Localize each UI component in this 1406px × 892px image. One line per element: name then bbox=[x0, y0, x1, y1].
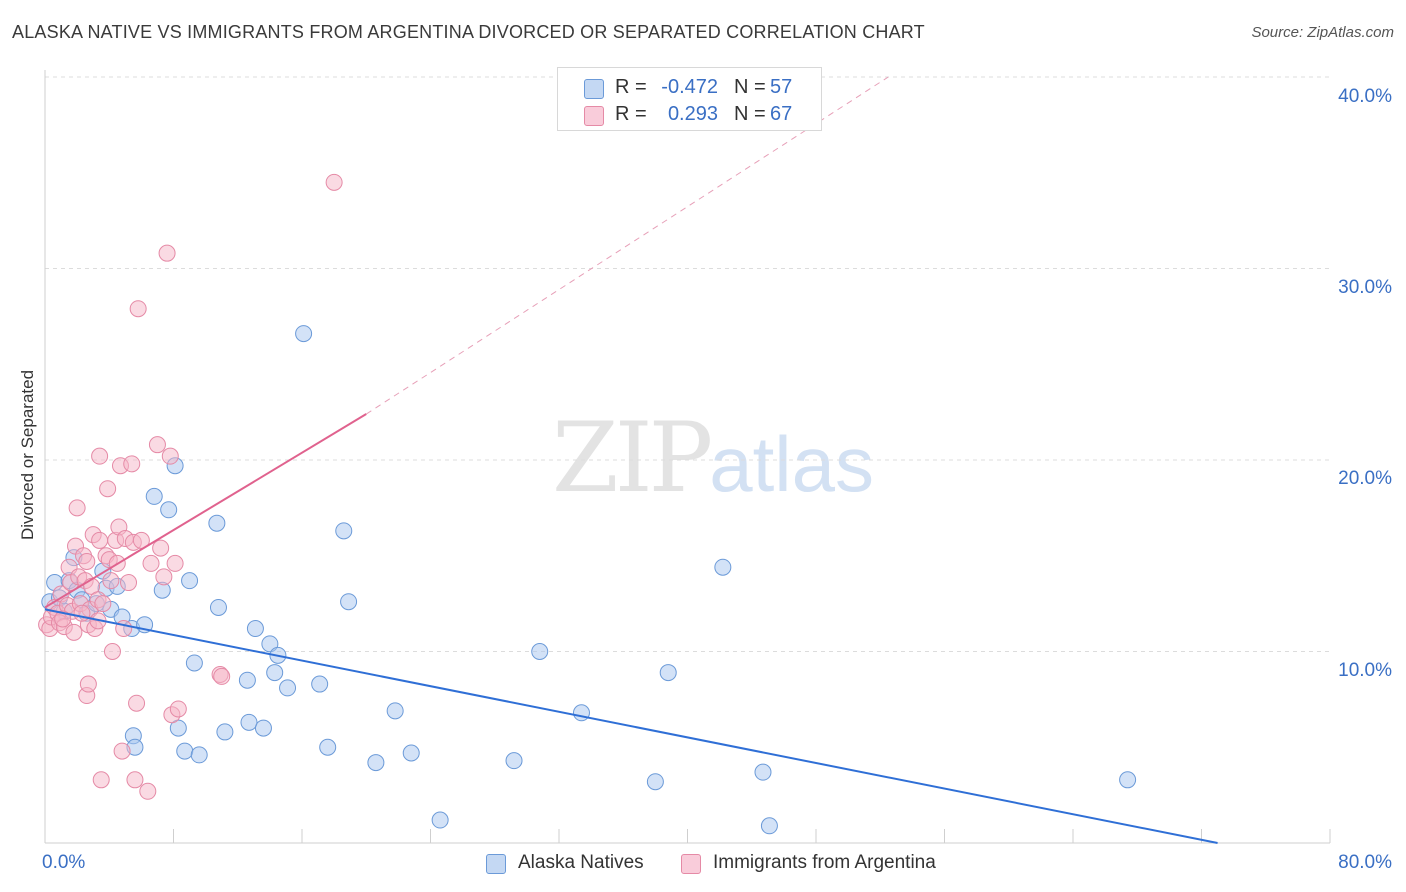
alaska-native-point bbox=[190, 746, 208, 764]
argentina-point bbox=[142, 554, 160, 572]
argentina-point bbox=[102, 572, 120, 590]
argentina-point bbox=[158, 244, 176, 262]
alaska-native-point bbox=[402, 744, 420, 762]
alaska-native-point bbox=[431, 811, 449, 829]
argentina-point bbox=[126, 771, 144, 789]
r-value: -0.472 bbox=[661, 76, 718, 98]
alaska-swatch bbox=[584, 79, 604, 99]
y-tick-label: 10.0% bbox=[1338, 660, 1392, 681]
alaska-native-point bbox=[754, 763, 772, 781]
legend-label: Alaska Natives bbox=[518, 852, 644, 873]
stats-legend: R = -0.472 N = 57 R = 0.293 N = 67 bbox=[557, 67, 822, 131]
alaska-native-point bbox=[216, 723, 234, 741]
y-axis-label: Divorced or Separated bbox=[18, 369, 37, 541]
alaska-native-point bbox=[335, 522, 353, 540]
y-tick-label: 40.0% bbox=[1338, 86, 1392, 107]
alaska-native-point bbox=[238, 671, 256, 689]
alaska-legend-swatch bbox=[486, 854, 506, 874]
alaska-native-point bbox=[646, 773, 664, 791]
alaska-native-point bbox=[319, 738, 337, 756]
argentina-point bbox=[169, 700, 187, 718]
argentina-point bbox=[94, 595, 112, 613]
argentina-point bbox=[92, 771, 110, 789]
r-value: 0.293 bbox=[667, 103, 718, 125]
argentina-point bbox=[68, 499, 86, 517]
watermark-atlas: atlas bbox=[709, 420, 874, 508]
alaska-native-point bbox=[266, 664, 284, 682]
argentina-point bbox=[91, 531, 109, 549]
alaska-native-point bbox=[261, 635, 279, 653]
alaska-native-point bbox=[181, 572, 199, 590]
watermark: ZIPatlas bbox=[552, 402, 874, 514]
alaska-native-point bbox=[160, 501, 178, 519]
source-label: Source: ZipAtlas.com bbox=[1251, 24, 1394, 41]
argentina-swatch bbox=[584, 106, 604, 126]
argentina-point bbox=[120, 574, 138, 592]
legend-label: Immigrants from Argentina bbox=[713, 852, 936, 873]
argentina-point bbox=[129, 300, 147, 318]
trend-line bbox=[44, 608, 1218, 844]
r-label: R = bbox=[615, 76, 647, 98]
argentina-point bbox=[113, 742, 131, 760]
alaska-native-point bbox=[714, 558, 732, 576]
chart-title: ALASKA NATIVE VS IMMIGRANTS FROM ARGENTI… bbox=[12, 22, 925, 42]
alaska-native-point bbox=[246, 620, 264, 638]
alaska-native-point bbox=[145, 487, 163, 505]
x-tick-label-max: 80.0% bbox=[1338, 852, 1392, 873]
argentina-point bbox=[91, 447, 109, 465]
argentina-legend-swatch bbox=[681, 854, 701, 874]
argentina-point bbox=[99, 480, 117, 498]
argentina-point bbox=[128, 694, 146, 712]
argentina-point bbox=[54, 610, 72, 628]
trend-line bbox=[44, 413, 367, 609]
y-tick-label: 20.0% bbox=[1338, 468, 1392, 489]
n-value: 67 bbox=[770, 103, 793, 125]
alaska-native-point bbox=[1119, 771, 1137, 789]
argentina-point bbox=[166, 554, 184, 572]
argentina-point bbox=[161, 447, 179, 465]
alaska-native-point bbox=[208, 514, 226, 532]
alaska-native-point bbox=[531, 643, 549, 660]
trend-line bbox=[365, 76, 889, 415]
x-tick-label-min: 0.0% bbox=[42, 852, 86, 873]
alaska-native-point bbox=[340, 593, 358, 611]
argentina-point bbox=[78, 552, 96, 570]
alaska-native-point bbox=[386, 702, 404, 720]
alaska-native-point bbox=[295, 325, 313, 343]
argentina-point bbox=[155, 568, 173, 586]
n-label: N = bbox=[734, 76, 766, 98]
alaska-native-point bbox=[505, 752, 523, 770]
alaska-native-point bbox=[367, 754, 385, 772]
stats-legend-row-argentina: R = 0.293 N = 67 bbox=[558, 101, 821, 127]
argentina-point bbox=[103, 643, 121, 660]
n-label: N = bbox=[734, 103, 766, 125]
stats-legend-row-alaska: R = -0.472 N = 57 bbox=[558, 74, 821, 100]
argentina-point bbox=[152, 539, 170, 557]
alaska-native-point bbox=[176, 742, 194, 760]
argentina-point bbox=[325, 173, 343, 191]
argentina-point bbox=[79, 675, 97, 693]
alaska-native-point bbox=[240, 713, 258, 731]
argentina-point bbox=[65, 623, 83, 641]
argentina-point bbox=[123, 455, 141, 473]
alaska-native-point bbox=[185, 654, 203, 672]
watermark-zip: ZIP bbox=[552, 402, 713, 514]
alaska-native-point bbox=[311, 675, 329, 693]
alaska-native-point bbox=[760, 817, 778, 835]
alaska-native-point bbox=[279, 679, 297, 697]
argentina-point bbox=[148, 436, 166, 454]
alaska-native-point bbox=[209, 598, 227, 616]
y-tick-label: 30.0% bbox=[1338, 277, 1392, 298]
n-value: 57 bbox=[770, 76, 793, 98]
r-label: R = bbox=[615, 103, 647, 125]
argentina-point bbox=[139, 782, 157, 800]
argentina-point bbox=[213, 667, 231, 685]
alaska-native-point bbox=[659, 664, 677, 682]
alaska-native-point bbox=[254, 719, 272, 737]
